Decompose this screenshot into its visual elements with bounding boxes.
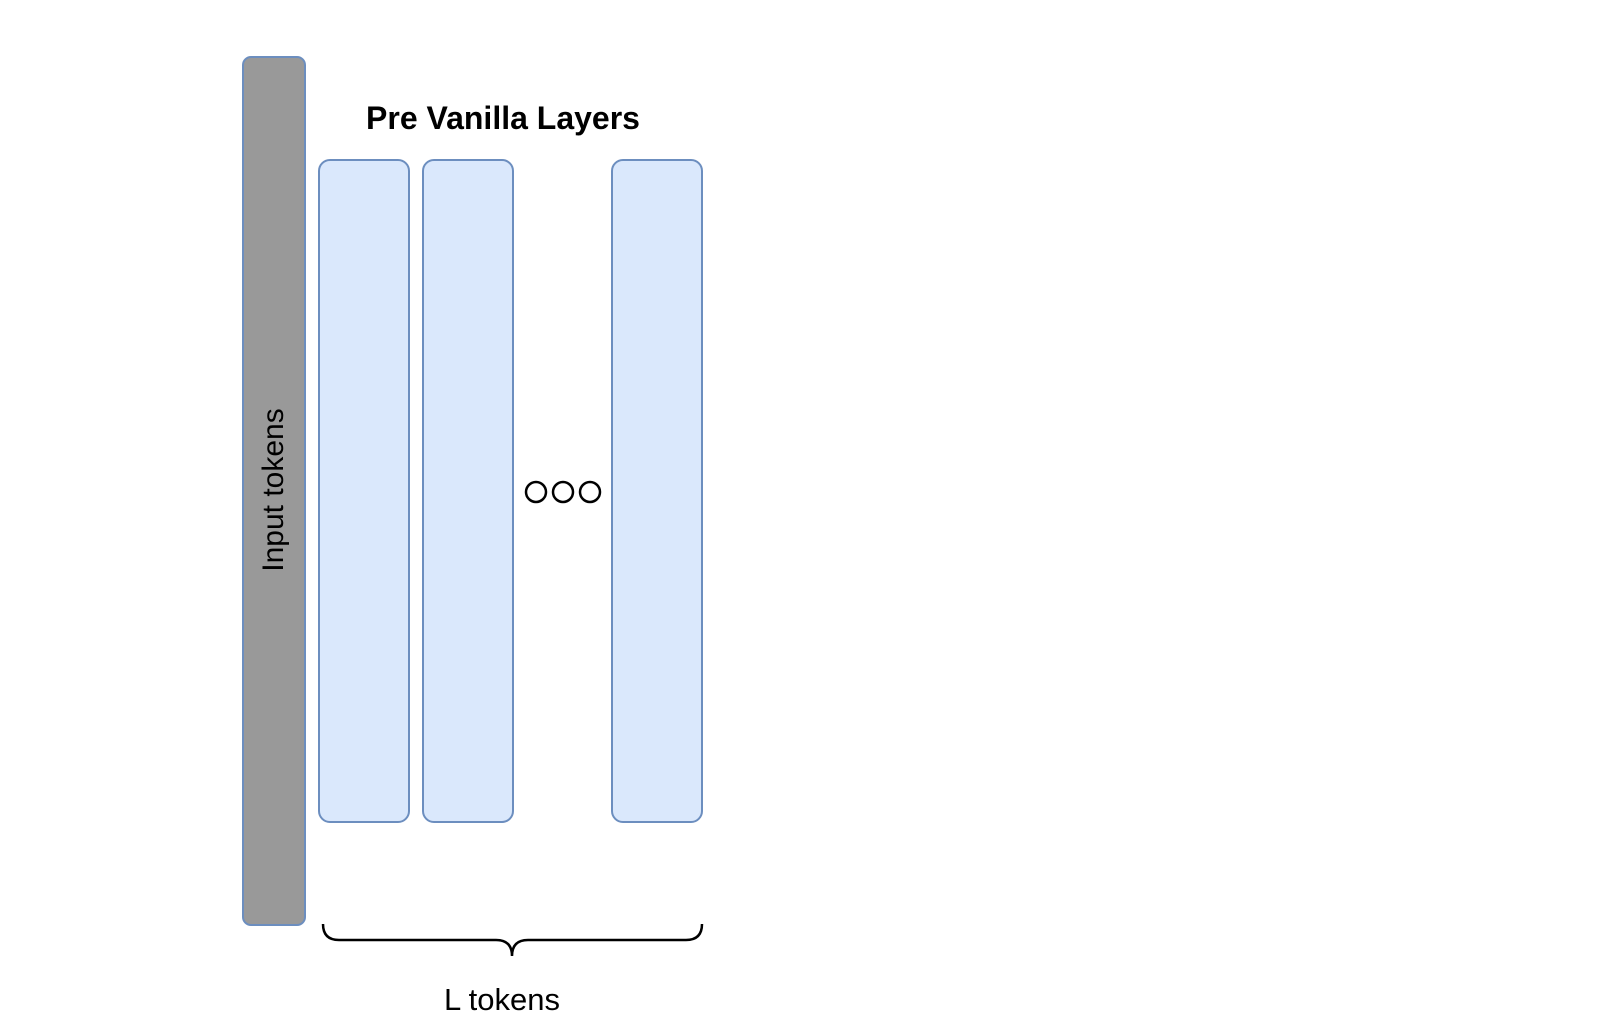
layer-1 (318, 159, 410, 823)
input-tokens-bar (242, 56, 306, 926)
layer-2 (422, 159, 514, 823)
curly-brace (321, 923, 704, 957)
ellipsis-dot-3 (578, 480, 602, 504)
ellipsis-dots (524, 480, 602, 504)
layer-n (611, 159, 703, 823)
diagram-title: Pre Vanilla Layers (366, 100, 640, 136)
ellipsis-dot-1 (524, 480, 548, 504)
ellipsis-dot-2 (551, 480, 575, 504)
l-tokens-label: L tokens (443, 982, 561, 1017)
